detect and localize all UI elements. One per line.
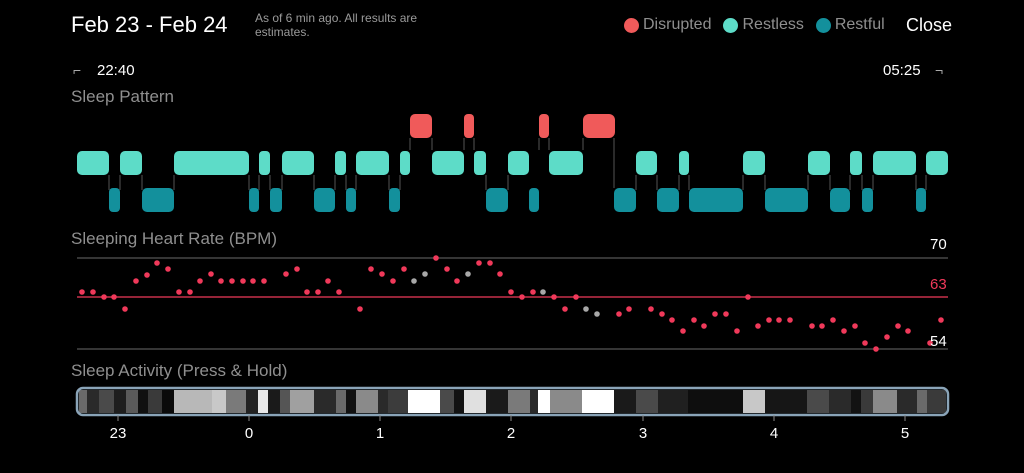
end-time: 05:25 [883,62,921,79]
hour-ticks [117,415,906,421]
sleep-activity-heading: Sleep Activity (Press & Hold) [71,361,288,380]
hour-label: 3 [638,425,648,442]
hour-label: 5 [900,425,910,442]
hr-dots [79,255,944,352]
legend-label: Restless [742,16,804,33]
restless-blocks [77,151,948,175]
restful-dot-icon [815,17,831,33]
restful-blocks [109,188,926,212]
hour-label: 1 [375,425,385,442]
hr-low-label: 54 [930,333,947,350]
hour-label: 0 [244,425,254,442]
stage-connectors [108,138,927,190]
legend: Disrupted Restless Restful [624,16,885,34]
heart-rate-heading: Sleeping Heart Rate (BPM) [71,229,277,248]
legend-disrupted: Disrupted [624,16,711,34]
legend-restful: Restful [815,16,885,34]
hr-avg-label: 63 [930,276,947,293]
estimate-note: As of 6 min ago. All results are estimat… [255,11,418,39]
disrupted-dot-icon [624,17,639,33]
start-time: 22:40 [97,62,135,79]
hour-label: 23 [109,425,127,442]
restless-dot-icon [723,17,739,33]
hour-label: 2 [506,425,516,442]
legend-label: Disrupted [643,16,712,33]
page-title: Feb 23 - Feb 24 [71,12,228,37]
bracket-start-icon: ⌐ [73,62,82,78]
bracket-end-icon: ¬ [935,62,944,78]
sleep-pattern-heading: Sleep Pattern [71,87,175,106]
hr-high-label: 70 [930,236,947,253]
activity-strip [75,386,950,417]
disrupted-blocks [410,114,615,138]
legend-restless: Restless [723,16,804,34]
hour-label: 4 [769,425,779,442]
close-button[interactable]: Close [906,15,953,35]
legend-label: Restful [834,16,885,33]
